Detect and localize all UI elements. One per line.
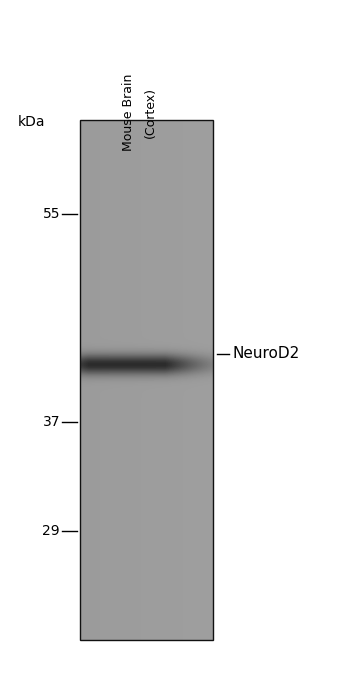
Text: 37: 37 <box>42 415 60 428</box>
Text: NeuroD2: NeuroD2 <box>232 346 299 361</box>
Text: kDa: kDa <box>18 115 45 129</box>
Text: 55: 55 <box>42 206 60 221</box>
Text: (Cortex): (Cortex) <box>144 86 156 138</box>
Text: 29: 29 <box>42 524 60 538</box>
Text: Mouse Brain: Mouse Brain <box>122 73 134 151</box>
Bar <box>80 120 213 640</box>
